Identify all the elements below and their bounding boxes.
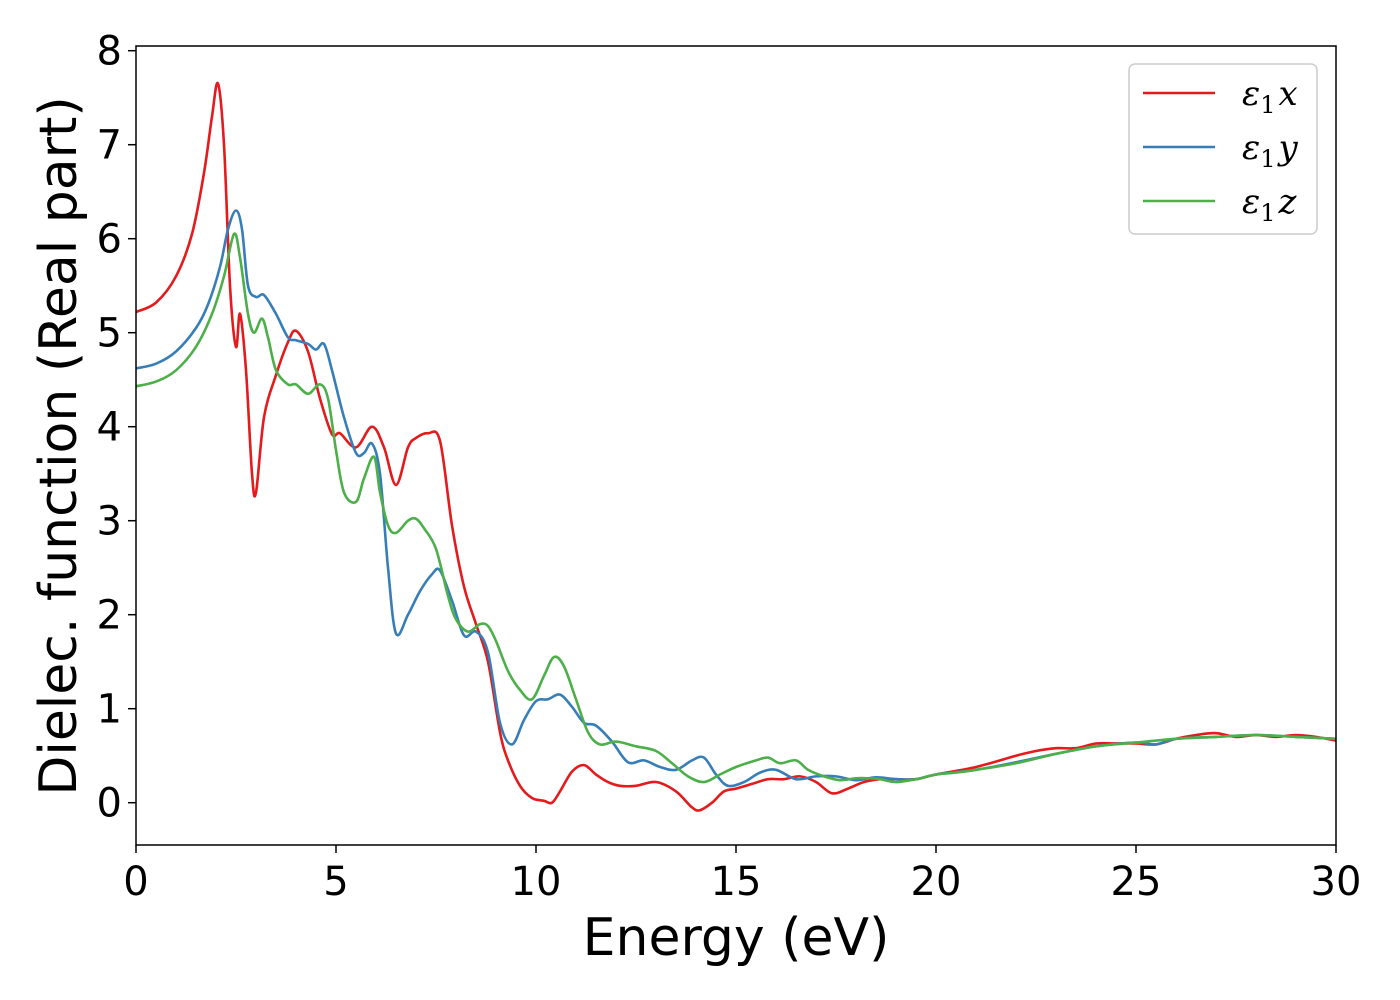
x-tick-label: 30 bbox=[1311, 859, 1362, 905]
y-tick-label: 1 bbox=[97, 687, 122, 733]
y-tick-label: 2 bbox=[97, 593, 122, 639]
y-tick-label: 5 bbox=[97, 311, 122, 357]
y-tick-label: 3 bbox=[97, 499, 122, 545]
legend-label-z: ε1z bbox=[1242, 182, 1298, 227]
x-tick-label: 10 bbox=[511, 859, 562, 905]
x-tick-label: 15 bbox=[711, 859, 762, 905]
y-tick-label: 4 bbox=[97, 405, 122, 451]
y-tick-label: 8 bbox=[97, 29, 122, 75]
y-ticks: 0 1 2 3 4 5 6 7 8 bbox=[97, 29, 136, 827]
x-tick-label: 20 bbox=[911, 859, 962, 905]
series-line-y bbox=[136, 209, 1336, 788]
plot-area-frame bbox=[135, 45, 1337, 846]
x-axis-title: Energy (eV) bbox=[583, 908, 890, 968]
x-tick-label: 25 bbox=[1111, 859, 1162, 905]
y-axis-title: Dielec. function (Real part) bbox=[29, 96, 89, 795]
y-tick-label: 6 bbox=[97, 217, 122, 263]
y-tick-label: 0 bbox=[97, 781, 122, 827]
legend-label-x: ε1x bbox=[1242, 74, 1298, 119]
legend: ε1x ε1y ε1z bbox=[1128, 63, 1318, 235]
x-tick-label: 0 bbox=[123, 859, 148, 905]
legend-label-y: ε1y bbox=[1242, 128, 1299, 173]
series-lines bbox=[136, 81, 1336, 812]
y-tick-label: 7 bbox=[97, 123, 122, 169]
x-ticks: 0 5 10 15 20 25 30 bbox=[123, 845, 1361, 905]
x-tick-label: 5 bbox=[323, 859, 348, 905]
legend-box bbox=[1128, 63, 1318, 235]
series-line-z bbox=[136, 232, 1336, 784]
series-line-x bbox=[136, 81, 1336, 812]
